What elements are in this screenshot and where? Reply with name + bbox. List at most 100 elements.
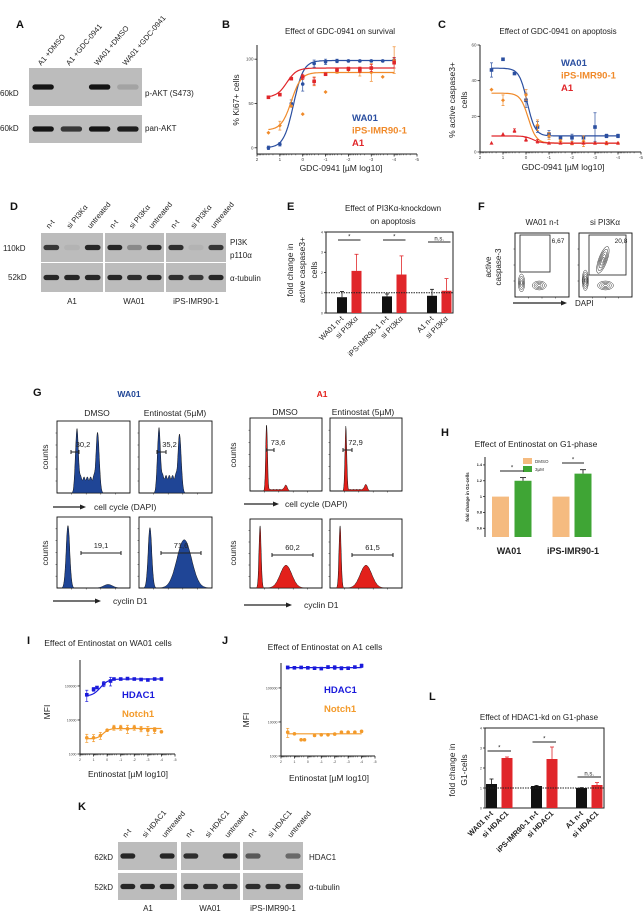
chart-h-legend-swatch [523, 466, 532, 472]
blot-k-band [285, 853, 301, 859]
chart-e-significance-label: * [393, 235, 396, 241]
chart-i-data-point [139, 677, 143, 682]
g-condition-label: Entinostat (5µM) [144, 408, 207, 418]
chart-c-data-point [489, 140, 494, 145]
chart-j-x-tick-label: -4 [360, 760, 363, 764]
flow-wa01-nt-contour [533, 281, 545, 290]
chart-i-data-point [84, 735, 89, 740]
chart-b-data-point [278, 92, 282, 97]
chart-b-data-point [358, 59, 362, 63]
chart-b-y-tick-label: 100 [246, 57, 254, 62]
chart-h-y-tick-label: 0.6 [477, 527, 482, 531]
hist-a1-dmso-cell-cycle-frame [249, 417, 323, 492]
chart-i-data-point [139, 727, 143, 731]
chart-e-y-tick-label: 0 [321, 311, 323, 315]
chart-e-bar [396, 274, 407, 313]
chart-i-x-tick-label: -4 [160, 758, 163, 762]
g-condition-label: DMSO [272, 407, 298, 417]
chart-j-y-label: MFI [241, 713, 251, 728]
chart-i-data-point [98, 733, 103, 738]
hist-a1-entinostat-cyclin-d1-gate-value: 61,5 [365, 543, 380, 552]
chart-l-significance-label: * [498, 746, 501, 752]
chart-j-data-point [359, 663, 364, 668]
hist-wa01-dmso-cell-cycle-histogram [57, 428, 130, 494]
chart-j-data-point [326, 732, 330, 737]
chart-l-bar [591, 785, 603, 808]
chart-c-legend-label: iPS-IMR90-1 [561, 71, 617, 82]
chart-c-x-tick-label: -5 [639, 155, 643, 160]
hist-a1-entinostat-cell-cycle-frame [329, 417, 403, 492]
blot-d-target-label: PI3K [230, 238, 248, 247]
blot-k-band [265, 883, 281, 890]
hist-wa01-entinostat-cell-cycle-gate-value: 35,2 [162, 440, 177, 449]
blot-k-lane-label: n-t [120, 826, 133, 839]
chart-i-x-tick-label: 0 [106, 758, 108, 762]
chart-l-bar [531, 786, 542, 808]
chart-e-y-tick-label: 3 [321, 251, 323, 255]
chart-j-title: Effect of Entinostat on A1 cells [268, 642, 383, 652]
blot-k-band [120, 853, 136, 859]
chart-b-data-point [358, 68, 362, 72]
blot-k-band [203, 883, 218, 890]
chart-j-y-tick-label: 1000 [270, 755, 278, 759]
chart-h-bar [514, 480, 532, 537]
chart-c-data-point [489, 68, 494, 72]
chart-b-fit-curve [268, 59, 395, 148]
chart-c-x-label: GDC-0941 [µM log10] [522, 162, 605, 172]
chart-c-x-tick-label: 0 [525, 155, 528, 160]
chart-j-y-tick-label: 100000 [266, 686, 278, 690]
chart-i-data-point [112, 725, 116, 730]
flow-si-pi3k-contour [583, 276, 587, 285]
chart-i-data-point [108, 679, 113, 683]
flow-wa01-nt-contour [520, 280, 523, 286]
flow-wa01-nt-contour [532, 280, 547, 291]
chart-h-bar [574, 473, 592, 537]
blot-d-group-label: A1 [67, 297, 77, 306]
chart-i-data-point [132, 677, 137, 681]
chart-h-bar [492, 496, 509, 537]
g-y-label: counts [228, 442, 238, 467]
blot-k-band [222, 853, 238, 859]
hist-a1-entinostat-cyclin-d1-histogram [330, 525, 402, 589]
chart-j-data-point [299, 737, 303, 742]
blot-d-group-label: iPS-IMR90-1 [173, 297, 219, 306]
blot-d-lane-label: n-t [44, 217, 57, 230]
blot-k-lane-label: n-t [246, 826, 259, 839]
chart-i-data-point [132, 725, 137, 730]
hist-wa01-entinostat-cell-cycle-histogram [139, 426, 212, 494]
chart-h-x-tick-label: iPS-IMR90-1 [547, 546, 599, 556]
chart-e-y-tick-label: 4 [321, 230, 323, 234]
blot-k-band [159, 883, 175, 890]
chart-j-y-tick-label: 10000 [268, 720, 278, 724]
panel-label: H [441, 427, 449, 439]
chart-b-y-tick-label: 50 [248, 101, 254, 106]
chart-h-bar [552, 496, 570, 537]
blot-d-band [208, 274, 224, 281]
chart-b-x-tick-label: 2 [256, 157, 259, 162]
chart-c-y-label: cells [459, 91, 469, 108]
flow-wa01-nt-contour [535, 282, 544, 288]
chart-e-y-label: cells [309, 261, 319, 278]
flow-wa01-nt-frame [514, 232, 570, 298]
flow-title: si PI3Kα [590, 218, 620, 227]
chart-b-x-tick-label: 1 [279, 157, 282, 162]
chart-b-legend-label: WA01 [352, 113, 379, 124]
chart-j-data-point [359, 729, 364, 734]
chart-i-data-point [152, 728, 157, 733]
chart-j-data-point [302, 737, 307, 742]
blot-a-band [32, 126, 54, 132]
flow-wa01-nt-contour [518, 275, 525, 290]
flow-si-pi3k-contour [603, 284, 608, 287]
blot-k-marker: 52kD [94, 883, 113, 892]
g-x-arrow-head [286, 602, 292, 608]
chart-l-bar [486, 784, 497, 808]
chart-h-significance-label: * [511, 466, 514, 472]
chart-b-x-tick-label: -1 [324, 157, 328, 162]
chart-i-data-point [159, 677, 164, 681]
chart-e-title: on apoptosis [370, 217, 415, 226]
g-condition-label: DMSO [84, 408, 110, 418]
chart-c-fit-curve [491, 135, 618, 144]
blot-d-band [146, 274, 162, 281]
chart-e-y-tick-label: 1 [321, 291, 323, 295]
flow-gate-value: 20,8 [615, 238, 628, 245]
